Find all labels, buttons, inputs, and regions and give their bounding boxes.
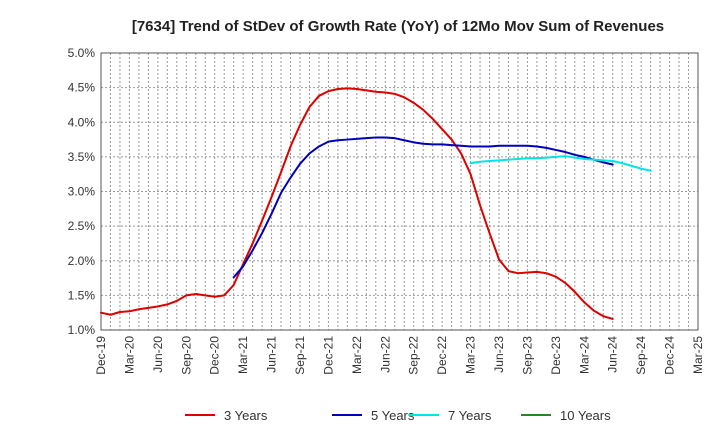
y-tick-label: 2.5% <box>68 219 96 233</box>
x-tick-label: Sep-21 <box>293 336 307 375</box>
x-tick-label: Sep-20 <box>179 336 193 375</box>
y-tick-label: 4.0% <box>68 115 96 129</box>
x-tick-label: Mar-22 <box>350 336 364 374</box>
legend-label: 3 Years <box>224 408 268 423</box>
x-tick-label: Jun-21 <box>265 336 279 373</box>
y-tick-label: 3.5% <box>68 150 96 164</box>
y-tick-label: 3.0% <box>68 185 96 199</box>
x-tick-label: Dec-22 <box>435 336 449 375</box>
y-tick-label: 4.5% <box>68 81 96 95</box>
x-tick-label: Sep-23 <box>520 336 534 375</box>
x-tick-label: Mar-25 <box>691 336 705 374</box>
y-tick-label: 2.0% <box>68 254 96 268</box>
series-line-3-years <box>100 87 614 320</box>
series-line-7-years <box>469 155 652 172</box>
series-lines <box>100 87 652 320</box>
legend-label: 5 Years <box>371 408 415 423</box>
legend: 3 Years 5 Years 7 Years 10 Years <box>185 408 611 423</box>
legend-label: 7 Years <box>448 408 492 423</box>
x-tick-label: Dec-23 <box>549 336 563 375</box>
x-tick-label: Mar-24 <box>577 336 591 374</box>
x-tick-label: Sep-22 <box>407 336 421 375</box>
x-tick-label: Jun-20 <box>151 336 165 373</box>
y-axis-ticks: 1.0% 1.5% 2.0% 2.5% 3.0% 3.5% 4.0% 4.5% 5.0% <box>68 46 96 337</box>
y-tick-label: 1.5% <box>68 288 96 302</box>
y-tick-label: 5.0% <box>68 46 96 60</box>
legend-label: 10 Years <box>560 408 611 423</box>
y-tick-label: 1.0% <box>68 323 96 337</box>
x-tick-label: Mar-21 <box>236 336 250 374</box>
x-tick-label: Mar-20 <box>122 336 136 374</box>
x-tick-label: Mar-23 <box>464 336 478 374</box>
x-tick-label: Dec-20 <box>208 336 222 375</box>
series-line-5-years <box>232 136 614 279</box>
x-tick-label: Jun-23 <box>492 336 506 373</box>
x-tick-label: Dec-21 <box>321 336 335 375</box>
chart-title: [7634] Trend of StDev of Growth Rate (Yo… <box>132 18 664 35</box>
x-tick-label: Jun-22 <box>378 336 392 373</box>
x-tick-label: Sep-24 <box>634 336 648 375</box>
x-tick-label: Dec-24 <box>663 336 677 375</box>
x-tick-label: Jun-24 <box>606 336 620 373</box>
x-axis-ticks: Dec-19 Mar-20 Jun-20 Sep-20 Dec-20 Mar-21 Jun-… <box>94 336 705 375</box>
x-tick-label: Dec-19 <box>94 336 108 375</box>
plot-area-frame <box>100 52 699 331</box>
